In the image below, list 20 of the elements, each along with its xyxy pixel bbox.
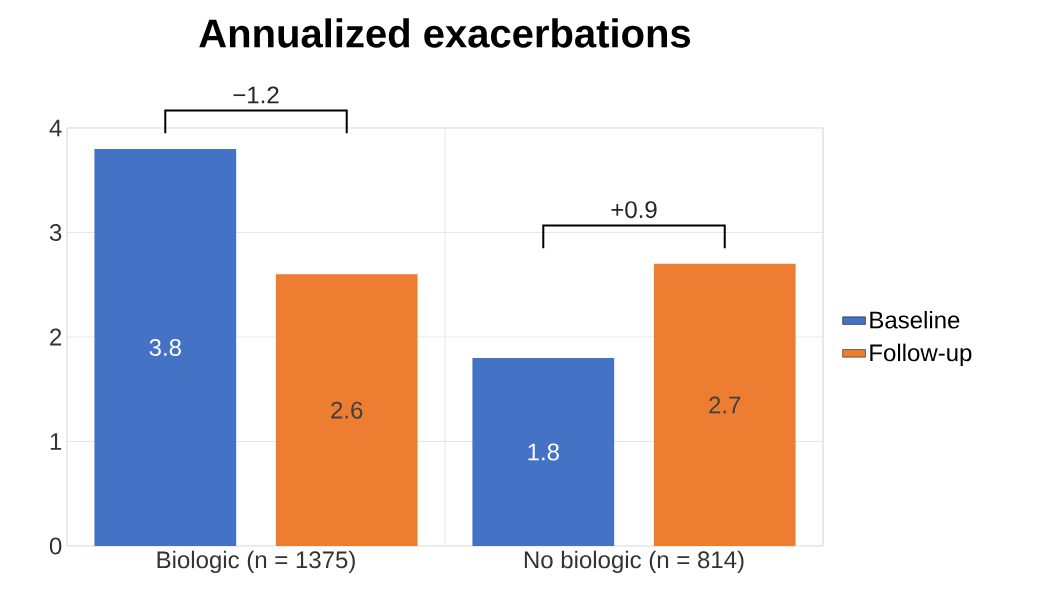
text: −1.2	[233, 86, 279, 104]
bar	[94, 148, 237, 546]
data-label: 3.8	[149, 338, 181, 356]
annotation: +0.9	[611, 201, 657, 219]
y-tick-label: 3	[49, 223, 62, 241]
chart-title: Annualized exacerbations	[199, 18, 691, 48]
bar	[275, 274, 418, 546]
data-label: 1.8	[528, 443, 559, 461]
x-tick-label: Biologic (n = 1375)	[157, 550, 355, 574]
y-tick-label: 2	[50, 328, 62, 346]
y-tick-label: 4	[49, 119, 62, 137]
legend-label: Follow-up	[870, 343, 972, 367]
y-tick-label: 0	[49, 537, 62, 555]
y-tick-label: 1	[50, 433, 62, 450]
data-label: 2.7	[709, 396, 741, 414]
bar	[653, 263, 796, 546]
bar	[472, 357, 615, 546]
x-tick-label: No biologic (n = 814)	[524, 550, 744, 574]
data-label: 2.6	[331, 401, 363, 419]
legend-label: Baseline	[870, 310, 960, 329]
